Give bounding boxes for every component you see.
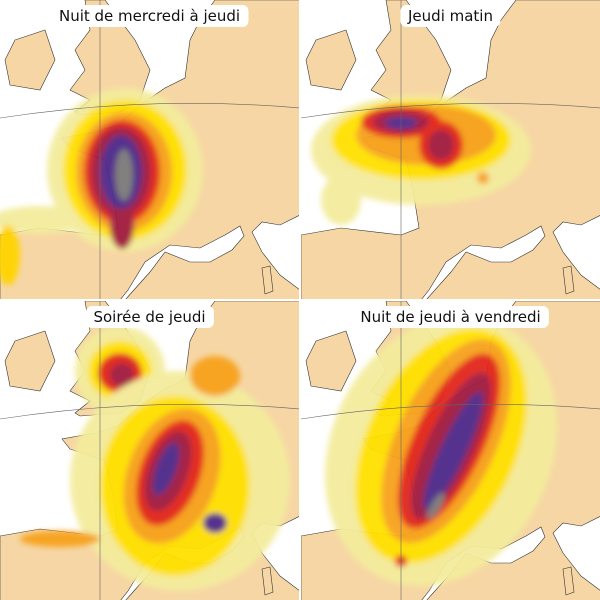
precipitation-area bbox=[477, 172, 489, 184]
panel-title: Jeudi matin bbox=[400, 5, 501, 27]
panel-title: Soirée de jeudi bbox=[85, 306, 214, 328]
map bbox=[301, 0, 600, 299]
map-panel: Soirée de jeudi bbox=[0, 301, 299, 600]
panel-title: Nuit de mercredi à jeudi bbox=[50, 5, 249, 27]
precipitation-area bbox=[152, 442, 180, 496]
precipitation-area bbox=[0, 225, 20, 285]
map-shape bbox=[0, 88, 203, 285]
panel-title: Nuit de jeudi à vendredi bbox=[352, 306, 549, 328]
map bbox=[0, 0, 299, 299]
precipitation-area bbox=[20, 531, 100, 547]
precipitation-area bbox=[115, 149, 133, 201]
precipitation-area bbox=[110, 363, 134, 387]
precipitation-area bbox=[190, 356, 240, 396]
map-shape bbox=[311, 95, 531, 225]
map bbox=[301, 301, 600, 600]
map-shape bbox=[20, 326, 290, 591]
map-panel: Nuit de jeudi à vendredi bbox=[301, 301, 600, 600]
map-panel: Nuit de mercredi à jeudi bbox=[0, 0, 299, 299]
map-panel: Jeudi matin bbox=[301, 0, 600, 299]
precipitation-area bbox=[428, 130, 454, 160]
map bbox=[0, 301, 299, 600]
precipitation-area bbox=[423, 391, 483, 511]
map-shape bbox=[325, 315, 557, 587]
precipitation-area bbox=[427, 492, 445, 520]
precipitation-area bbox=[203, 513, 227, 533]
